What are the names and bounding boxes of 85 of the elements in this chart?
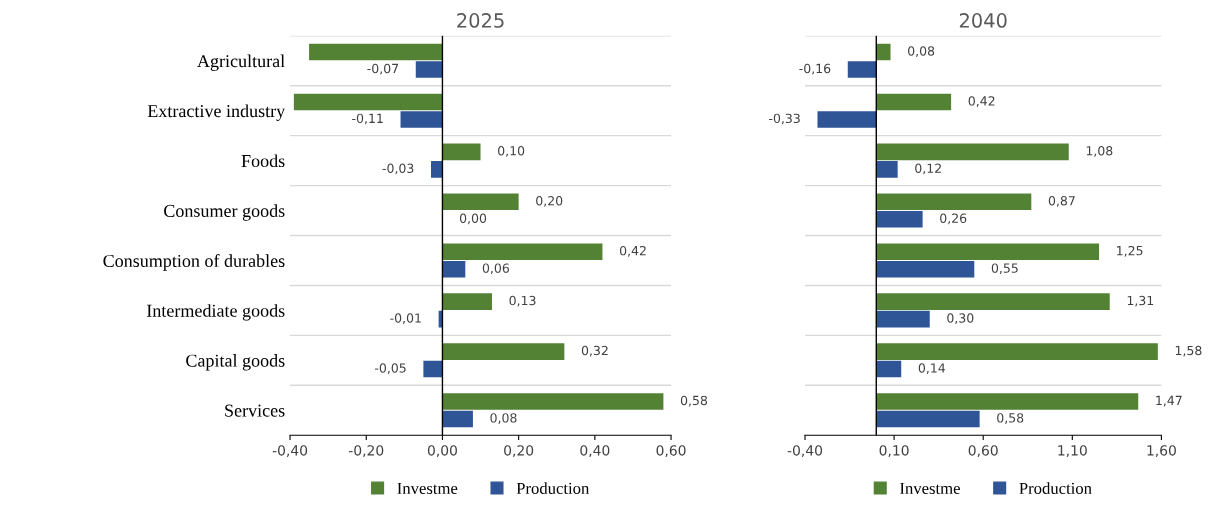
data-label: 0,26: [940, 213, 967, 225]
data-label: 0,30: [947, 313, 974, 325]
bar: [817, 111, 877, 128]
data-label: 1,58: [1175, 345, 1202, 357]
x-tick-label: 1,10: [1058, 445, 1087, 458]
data-label: 0,42: [968, 96, 995, 107]
x-tick-label: -0,20: [348, 445, 384, 458]
data-label: 0,20: [536, 196, 563, 207]
bar: [442, 410, 473, 428]
data-label: 1,25: [1117, 245, 1143, 257]
bar: [876, 193, 1032, 211]
bar: [876, 260, 975, 278]
x-tick-label: -0,40: [272, 445, 308, 458]
bar: [876, 393, 1139, 410]
data-label: 0,58: [997, 413, 1024, 424]
legend-label: Investme: [900, 482, 960, 494]
y-tick-label: Foods: [241, 154, 285, 168]
data-label: 0,06: [482, 263, 510, 275]
data-label: -0,07: [367, 63, 399, 75]
y-tick-label: Consumption of durables: [103, 254, 285, 271]
data-label: 0,00: [459, 213, 487, 225]
legend-label: Production: [516, 482, 590, 494]
data-label: -0,01: [390, 313, 421, 325]
bar: [423, 360, 443, 378]
bar: [442, 143, 481, 161]
data-label: -0,33: [769, 113, 800, 125]
bar: [442, 393, 664, 410]
data-label: 0,08: [908, 46, 935, 57]
x-tick-label: 0,40: [580, 445, 610, 458]
data-label: 1,47: [1156, 395, 1182, 407]
y-tick-label: Consumer goods: [164, 204, 285, 221]
chart-title: 2025: [457, 13, 504, 28]
bar: [876, 211, 923, 228]
data-label: 0,32: [581, 345, 608, 357]
data-label: -0,11: [352, 113, 383, 125]
x-tick-label: 0,60: [968, 445, 998, 458]
data-label: 1,31: [1127, 295, 1154, 307]
data-label: 0,08: [490, 413, 517, 424]
bar: [876, 360, 902, 378]
bar: [442, 260, 466, 278]
data-label: 0,87: [1048, 196, 1075, 207]
bar: [876, 343, 1158, 360]
bar: [415, 61, 443, 78]
x-tick-label: 1,60: [1147, 445, 1176, 458]
x-tick-label: 0,60: [656, 445, 686, 458]
x-tick-label: 0,20: [504, 445, 534, 458]
legend-label: Production: [1019, 482, 1092, 494]
y-tick-label: Agricultural: [197, 54, 285, 71]
data-label: -0,03: [382, 163, 414, 175]
y-tick-label: Capital goods: [186, 354, 285, 371]
bar: [876, 143, 1069, 161]
data-label: 0,13: [509, 295, 536, 307]
bar: [876, 93, 952, 111]
bar: [431, 161, 443, 178]
y-tick-label: Services: [225, 404, 285, 417]
data-label: -0,16: [799, 63, 831, 75]
x-tick-label: 0,00: [427, 445, 457, 458]
data-label: 0,55: [991, 263, 1018, 275]
data-label: 0,14: [918, 363, 946, 374]
data-label: 0,42: [619, 245, 646, 257]
bar: [847, 61, 877, 78]
x-tick-label: 0,10: [879, 445, 909, 458]
data-label: 0,10: [498, 146, 525, 157]
legend-label: Investme: [397, 482, 458, 494]
bar: [876, 293, 1110, 310]
bar: [876, 310, 930, 328]
chart-title: 2040: [959, 13, 1007, 28]
bar: [442, 243, 603, 261]
data-label: 0,12: [915, 163, 941, 175]
bar: [876, 410, 980, 428]
data-label: 1,08: [1086, 146, 1113, 157]
bar: [293, 93, 443, 111]
bar: [442, 343, 565, 360]
x-tick-label: -0,40: [787, 445, 823, 458]
bar: [876, 43, 891, 61]
y-tick-label: Intermediate goods: [146, 304, 285, 321]
bar: [442, 293, 492, 310]
bar: [442, 193, 519, 211]
bar: [309, 43, 443, 61]
data-label: -0,05: [374, 363, 406, 374]
y-tick-label: Extractive industry: [147, 104, 286, 121]
bar: [876, 161, 898, 178]
data-label: 0,58: [680, 395, 708, 407]
bar: [876, 243, 1100, 261]
bar: [400, 111, 443, 128]
